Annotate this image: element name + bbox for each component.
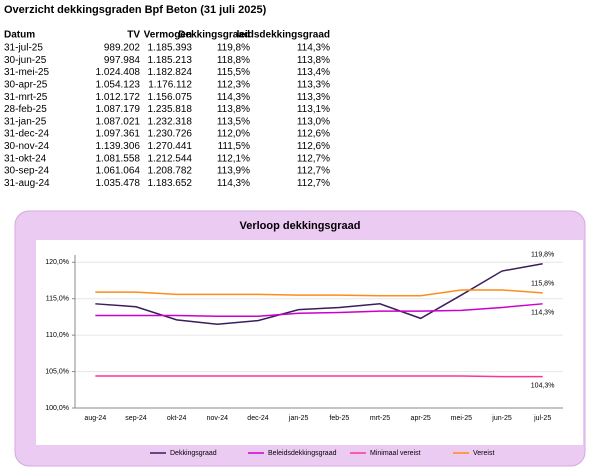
table-cell: 112,7% [297, 153, 330, 164]
table-cell: 1.097.361 [96, 129, 141, 140]
y-tick-label: 120,0% [45, 259, 69, 266]
legend-label: Vereist [473, 450, 494, 457]
x-tick-label: okt-24 [167, 415, 187, 422]
table-cell: 1.183.652 [148, 178, 193, 189]
data-label: 104,3% [531, 383, 555, 390]
table-cell: 112,7% [297, 166, 330, 177]
x-tick-label: aug-24 [84, 415, 106, 422]
table-cell: 113,3% [297, 80, 330, 91]
series-line [95, 289, 543, 297]
y-tick-label: 115,0% [46, 296, 69, 303]
x-tick-label: nov-24 [207, 415, 229, 422]
data-label: 114,3% [531, 310, 554, 317]
table-cell: 30-apr-25 [4, 80, 48, 91]
table-cell: 112,6% [297, 129, 330, 140]
table-cell: 30-sep-24 [4, 166, 49, 177]
table-cell: 30-jun-25 [4, 55, 47, 66]
x-tick-label: jul-25 [533, 415, 551, 422]
table-cell: 112,0% [217, 129, 250, 140]
y-tick-label: 100,0% [45, 405, 69, 412]
data-label: 115,8% [531, 281, 554, 288]
plot-panel [36, 240, 583, 445]
page-title: Overzicht dekkingsgraden Bpf Beton (31 j… [4, 4, 267, 16]
table-cell: 1.208.782 [148, 166, 193, 177]
x-tick-label: mrt-25 [370, 415, 390, 422]
legend-label: Minimaal vereist [370, 450, 421, 457]
table-cell: 1.012.172 [96, 92, 141, 103]
table-cell: 1.061.064 [96, 166, 141, 177]
column-header: leidsdekkingsgraad [237, 30, 330, 41]
table-cell: 31-dec-24 [4, 129, 49, 140]
table-cell: 1.024.408 [96, 67, 141, 78]
table-cell: 1.270.441 [148, 141, 193, 152]
table-cell: 113,8% [217, 104, 250, 115]
table-cell: 1.139.306 [96, 141, 141, 152]
table-cell: 119,8% [217, 43, 250, 54]
table-cell: 114,3% [297, 43, 330, 54]
table-cell: 1.156.075 [148, 92, 193, 103]
x-tick-label: jun-25 [491, 415, 512, 422]
table-cell: 1.212.544 [148, 153, 193, 164]
table-cell: 31-mei-25 [4, 67, 49, 78]
table-cell: 111,5% [218, 141, 251, 152]
table-cell: 113,8% [297, 55, 330, 66]
table-cell: 112,3% [217, 80, 250, 91]
x-tick-label: dec-24 [247, 415, 269, 422]
table-cell: 118,8% [217, 55, 250, 66]
table-cell: 113,0% [297, 116, 330, 127]
column-header: Vermogen [144, 30, 192, 41]
table-cell: 28-feb-25 [4, 104, 47, 115]
table-cell: 1.176.112 [148, 80, 192, 91]
table-cell: 112,6% [297, 141, 330, 152]
table-cell: 1.035.478 [96, 178, 141, 189]
column-header: Datum [4, 30, 35, 41]
table-cell: 1.087.179 [96, 104, 141, 115]
table-cell: 31-okt-24 [4, 153, 47, 164]
table-cell: 1.235.818 [148, 104, 193, 115]
table-cell: 1.232.318 [148, 116, 193, 127]
table-cell: 1.230.726 [148, 129, 193, 140]
table-cell: 989.202 [104, 43, 141, 54]
series-line [95, 375, 543, 378]
table-cell: 113,1% [297, 104, 330, 115]
data-label: 119,8% [531, 252, 554, 259]
table-cell: 30-nov-24 [4, 141, 49, 152]
legend-label: Beleidsdekkingsgraad [268, 450, 337, 457]
y-tick-label: 105,0% [45, 368, 69, 375]
table-cell: 31-mrt-25 [4, 92, 48, 103]
x-tick-label: jan-25 [288, 415, 309, 422]
x-tick-label: sep-24 [125, 415, 147, 422]
y-tick-label: 110,0% [46, 332, 69, 339]
table-cell: 31-jan-25 [4, 116, 47, 127]
table-cell: 114,3% [217, 178, 250, 189]
table-cell: 114,3% [217, 92, 250, 103]
table-cell: 1.185.393 [148, 43, 193, 54]
chart-title: Verloop dekkingsgraad [239, 220, 360, 232]
table-cell: 1.182.824 [148, 67, 193, 78]
table-cell: 1.087.021 [96, 116, 141, 127]
series-line [95, 303, 543, 317]
column-header: Dekkingsgraad [178, 30, 250, 41]
x-tick-label: mei-25 [451, 415, 473, 422]
table-cell: 1.081.558 [96, 153, 141, 164]
table-cell: 113,5% [217, 116, 250, 127]
table-cell: 997.984 [104, 55, 141, 66]
legend-label: Dekkingsgraad [170, 450, 217, 457]
x-tick-label: apr-25 [411, 415, 431, 422]
table-cell: 31-jul-25 [4, 43, 43, 54]
table-cell: 113,9% [217, 166, 250, 177]
table-cell: 112,7% [297, 178, 330, 189]
table-cell: 115,5% [217, 67, 250, 78]
table-cell: 113,4% [297, 67, 330, 78]
table-cell: 1.054.123 [96, 80, 141, 91]
table-cell: 31-aug-24 [4, 178, 50, 189]
x-tick-label: feb-25 [329, 415, 349, 422]
table-cell: 112,1% [217, 153, 250, 164]
table-cell: 1.185.213 [148, 55, 193, 66]
series-line [95, 263, 543, 325]
table-cell: 113,3% [297, 92, 330, 103]
column-header: TV [127, 30, 140, 41]
